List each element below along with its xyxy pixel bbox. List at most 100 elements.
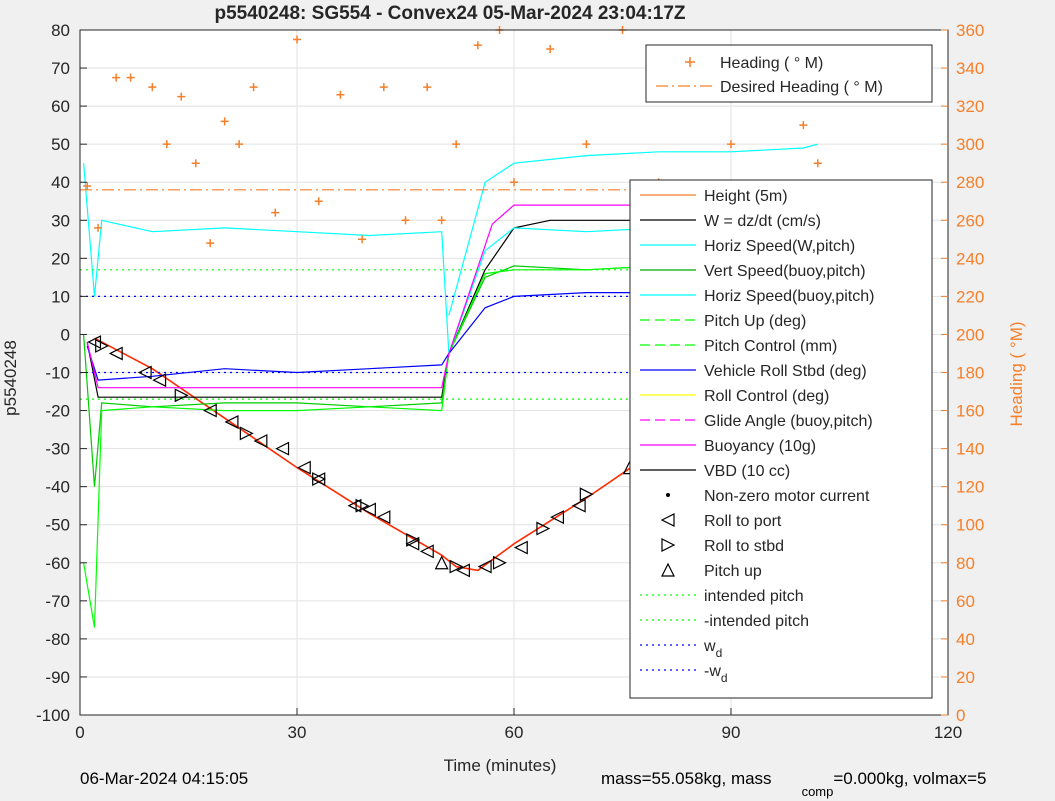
legend-swatch: [661, 562, 675, 577]
roll-to-stbd-marker: [174, 388, 189, 403]
roll-to-port-marker: [275, 441, 290, 456]
y2-tick-label: 220: [956, 287, 984, 306]
y2-tick-label: 140: [956, 440, 984, 459]
roll-to-port-marker: [202, 403, 217, 418]
heading-point: [148, 83, 157, 92]
legend-label: W = dz/dt (cm/s): [704, 213, 821, 230]
x-tick-label: 90: [722, 723, 741, 742]
legend-heading-label: Heading ( ° M): [720, 55, 823, 72]
legend-label: Pitch up: [704, 563, 762, 580]
heading-point: [220, 117, 229, 126]
y-axis-label: p5540248: [1, 340, 20, 416]
heading-point: [336, 90, 345, 99]
y-tick-label: -90: [45, 668, 70, 687]
y-tick-label: -40: [45, 478, 70, 497]
x-tick-label: 30: [288, 723, 307, 742]
y-tick-label: -70: [45, 592, 70, 611]
heading-point: [162, 140, 171, 149]
footer-date: 06-Mar-2024 04:15:05: [80, 769, 249, 788]
legend-label: intended pitch: [704, 588, 804, 605]
y-tick-label: -50: [45, 516, 70, 535]
heading-point: [271, 208, 280, 217]
chart-title: p5540248: SG554 - Convex24 05-Mar-2024 2…: [214, 3, 685, 24]
x-tick-label: 60: [505, 723, 524, 742]
y2-tick-label: 40: [956, 630, 975, 649]
legend-label: Vehicle Roll Stbd (deg): [704, 363, 867, 380]
y-tick-label: -100: [36, 706, 70, 725]
y2-tick-label: 280: [956, 173, 984, 192]
y2-tick-label: 180: [956, 364, 984, 383]
y2-tick-label: 360: [956, 21, 984, 40]
pitch-up-marker: [434, 555, 449, 570]
legend-label: Roll to stbd: [704, 538, 784, 555]
heading-point: [379, 83, 388, 92]
legend-main-box: [629, 179, 933, 699]
y-tick-label: -10: [45, 364, 70, 383]
y2-tick-label: 240: [956, 249, 984, 268]
roll-to-port-marker: [253, 434, 268, 448]
legend-swatch: [661, 538, 676, 552]
heading-point: [249, 83, 258, 92]
roll-to-port-marker: [137, 365, 152, 380]
y-tick-label: 80: [51, 21, 70, 40]
y2-tick-label: 100: [956, 516, 984, 535]
roll-to-port-marker: [550, 510, 565, 525]
heading-point: [799, 121, 808, 130]
y-tick-label: -60: [45, 554, 70, 573]
legend-label: Buoyancy (10g): [704, 438, 816, 455]
legend-label: Non-zero motor current: [704, 488, 870, 505]
y2-tick-label: 260: [956, 211, 984, 230]
roll-to-stbd-marker: [312, 472, 327, 487]
heading-point: [423, 83, 432, 92]
legend-main: Height (5m) W = dz/dt (cm/s) Horiz Speed(W…: [629, 179, 933, 699]
heading-point: [813, 159, 822, 168]
series-horiz-speed-buoy-pitch: [448, 143, 818, 316]
y2-tick-label: 160: [956, 402, 984, 421]
y-tick-label: 50: [51, 135, 70, 154]
roll-to-port-marker: [376, 510, 391, 525]
legend-swatch: [660, 513, 675, 527]
roll-to-stbd-marker: [355, 498, 370, 513]
legend-label: Pitch Up (deg): [704, 313, 806, 330]
heading-point: [293, 35, 301, 44]
roll-to-port-marker: [571, 498, 586, 513]
roll-to-port-marker: [347, 498, 362, 513]
heading-point: [358, 235, 367, 244]
roll-to-stbd-marker: [406, 532, 421, 547]
y-tick-label: 30: [51, 211, 70, 230]
heading-point: [83, 182, 92, 191]
legend-label: Height (5m): [704, 188, 788, 205]
heading-point: [582, 140, 591, 149]
heading-point: [546, 45, 555, 54]
legend-heading-label: Desired Heading ( ° M): [720, 79, 883, 96]
y2-tick-label: 320: [956, 97, 984, 116]
y-tick-label: 60: [51, 97, 70, 116]
legend-label: Pitch Control (mm): [704, 338, 837, 355]
heading-point: [191, 159, 200, 168]
roll-to-port-marker: [477, 559, 492, 574]
roll-to-port-marker: [419, 544, 434, 559]
heading-point: [112, 73, 121, 82]
legend-label: Horiz Speed(buoy,pitch): [704, 288, 874, 305]
legend-heading-swatch: [685, 57, 695, 67]
footer-comp-subscript: comp: [801, 784, 834, 799]
roll-to-port-marker: [152, 373, 167, 388]
y2-tick-label: 0: [956, 706, 965, 725]
roll-to-port-marker: [456, 563, 470, 578]
legend-label: Horiz Speed(W,pitch): [704, 238, 855, 255]
x-tick-label: 120: [934, 723, 962, 742]
heading-point: [177, 92, 186, 101]
heading-point: [452, 140, 461, 149]
y2-tick-label: 340: [956, 59, 984, 78]
heading-point: [235, 140, 244, 149]
ticks: 0 30 60 90 12080706050403020100-10-20-30-40-…: [36, 21, 984, 742]
roll-to-stbd-marker: [536, 521, 551, 536]
y2-tick-label: 300: [956, 135, 984, 154]
y-tick-label: 0: [61, 325, 70, 344]
footer-mass-text: mass=55.058kg, mass: [601, 769, 772, 788]
footer-rest-text: =0.000kg, volmax=5: [833, 769, 987, 788]
y-tick-label: 10: [51, 287, 70, 306]
roll-to-port-marker: [405, 536, 420, 551]
heading-point: [401, 216, 410, 225]
y-tick-label: 20: [51, 249, 70, 268]
